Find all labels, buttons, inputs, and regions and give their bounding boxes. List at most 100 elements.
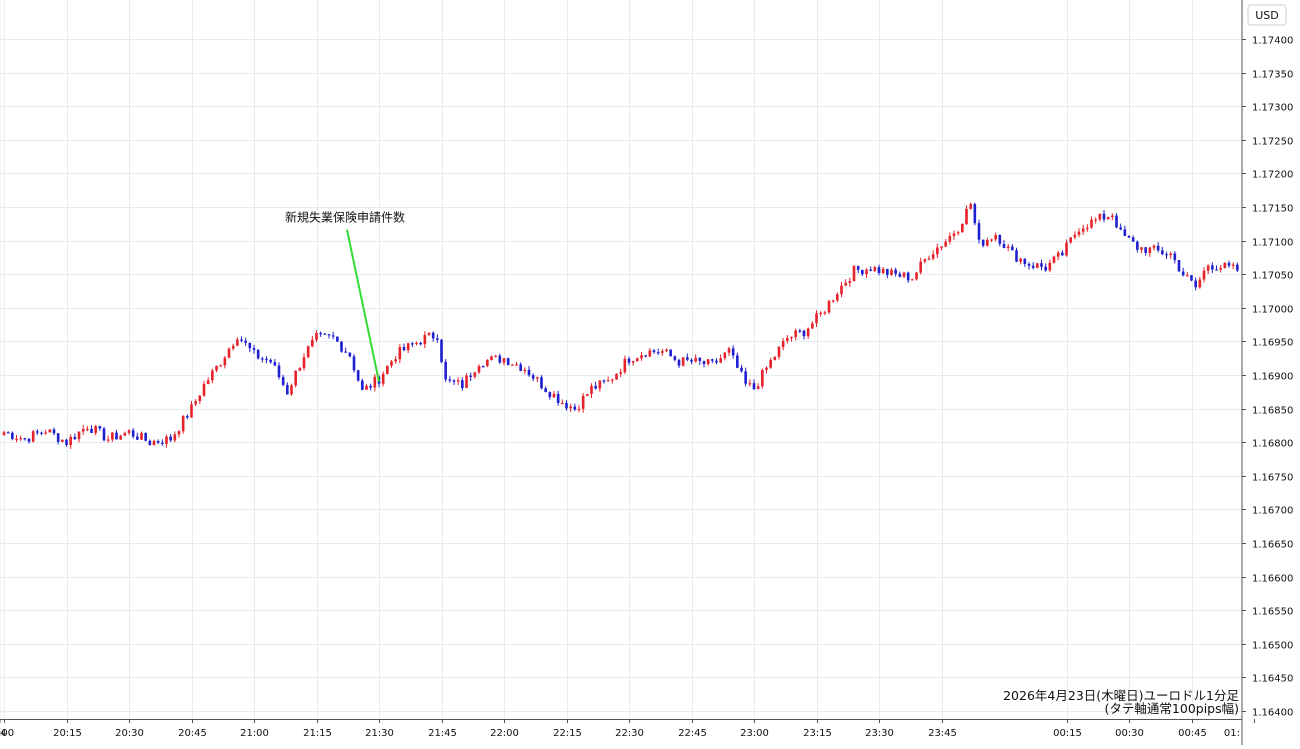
- time-tick-label: 23:15: [803, 728, 832, 739]
- candle: [1006, 244, 1010, 252]
- candle-body: [515, 364, 518, 366]
- candle-body: [11, 432, 14, 439]
- candle-body: [206, 380, 210, 384]
- candle-body: [411, 343, 414, 345]
- candle-body: [94, 426, 97, 433]
- candle-body: [486, 360, 489, 367]
- candle: [419, 341, 422, 346]
- candle: [969, 202, 972, 210]
- candle-body: [531, 375, 535, 379]
- candle-body: [898, 273, 902, 277]
- candle-body: [627, 358, 631, 363]
- candle: [1015, 247, 1018, 263]
- candle: [1027, 261, 1031, 270]
- candle: [461, 377, 464, 391]
- candle-body: [302, 357, 306, 369]
- candle: [831, 299, 835, 303]
- candle-body: [69, 436, 72, 446]
- caption-line-2: (タテ軸通常100pips幅): [1105, 701, 1239, 716]
- candle: [952, 230, 956, 240]
- candle: [644, 355, 647, 358]
- candle: [244, 337, 247, 346]
- candle: [90, 425, 93, 434]
- candle: [815, 310, 818, 328]
- price-tick-label: 1.17400: [1252, 36, 1293, 47]
- price-tick-label: 1.16750: [1252, 473, 1293, 484]
- candle: [536, 376, 539, 383]
- currency-label: USD: [1255, 9, 1279, 22]
- candle-body: [106, 439, 110, 441]
- candle-body: [969, 204, 972, 209]
- candle-body: [1119, 227, 1122, 230]
- candle: [836, 292, 839, 303]
- candle-body: [990, 239, 993, 241]
- candle-body: [381, 373, 385, 384]
- candle-body: [631, 361, 635, 363]
- candle: [877, 264, 881, 276]
- candle: [594, 381, 597, 390]
- candle-body: [223, 357, 227, 366]
- candle-body: [977, 223, 981, 240]
- candle-body: [719, 358, 722, 363]
- candle-body: [702, 360, 706, 365]
- candle-body: [281, 377, 285, 385]
- candle: [1140, 247, 1143, 254]
- candle: [619, 368, 622, 378]
- candle: [990, 238, 993, 242]
- candle: [52, 427, 56, 436]
- candle-body: [6, 432, 10, 434]
- candle-body: [173, 434, 177, 441]
- candle-body: [1015, 250, 1018, 262]
- candle-body: [119, 435, 122, 440]
- candle: [515, 361, 518, 366]
- price-tick-label: 1.16600: [1252, 574, 1293, 585]
- candle: [48, 429, 52, 433]
- candle-body: [215, 365, 218, 371]
- time-tick-label: 22:00: [490, 728, 519, 739]
- candle-body: [1206, 265, 1210, 271]
- candle-body: [823, 312, 827, 314]
- candle: [111, 432, 114, 443]
- candle: [252, 345, 256, 354]
- currency-badge[interactable]: USD: [1247, 4, 1287, 26]
- candle: [1111, 213, 1114, 221]
- candle-body: [861, 269, 864, 275]
- time-tick-label: 00:45: [1178, 728, 1207, 739]
- candle: [194, 399, 197, 407]
- candle-body: [890, 269, 893, 275]
- candle: [627, 356, 631, 366]
- candle: [544, 386, 547, 393]
- candle-body: [869, 269, 872, 271]
- candle: [719, 354, 722, 364]
- candle: [606, 376, 610, 382]
- candle-body: [315, 333, 318, 340]
- candle-body: [156, 441, 160, 443]
- time-tick-label: 23:00: [740, 728, 769, 739]
- candle: [327, 334, 331, 339]
- candle: [573, 403, 577, 412]
- candle: [702, 360, 706, 368]
- candle: [390, 360, 393, 368]
- candle: [281, 374, 285, 387]
- candle-body: [1081, 228, 1085, 232]
- candle-body: [769, 359, 772, 368]
- candle-body: [52, 429, 56, 434]
- candle: [119, 434, 122, 440]
- candle-body: [973, 204, 977, 224]
- candle-body: [686, 357, 689, 360]
- candle: [411, 342, 414, 348]
- candle-body: [1102, 213, 1106, 220]
- candle: [236, 337, 239, 346]
- candle: [256, 349, 260, 360]
- candle-body: [752, 383, 756, 390]
- candle-body: [31, 431, 35, 442]
- candle: [631, 360, 635, 366]
- candle-body: [431, 332, 435, 339]
- candle: [1223, 262, 1227, 269]
- candle-body: [1031, 265, 1035, 268]
- candle-body: [1086, 227, 1089, 229]
- candle-body: [998, 235, 1002, 244]
- candle-body: [1227, 262, 1231, 266]
- candle: [1036, 263, 1039, 269]
